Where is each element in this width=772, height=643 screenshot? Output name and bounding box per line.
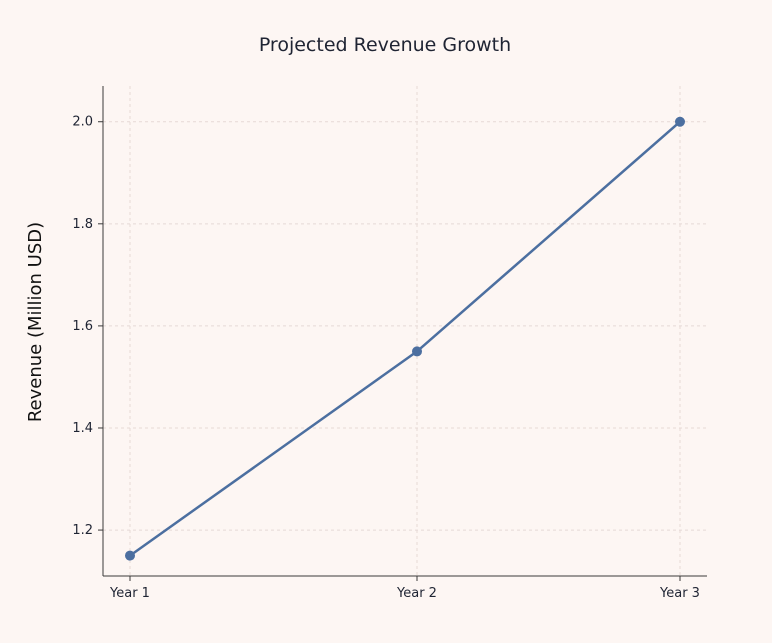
data-point [125, 550, 135, 561]
x-tick-label: Year 2 [396, 586, 437, 601]
x-tick-label: Year 3 [659, 586, 700, 601]
y-tick-label: 1.4 [72, 421, 93, 436]
x-tick-label: Year 1 [109, 586, 150, 601]
y-axis-label: Revenue (Million USD) [25, 222, 46, 422]
grid [103, 86, 707, 576]
axes [102, 86, 707, 577]
data-point [412, 346, 422, 357]
data-point [675, 116, 685, 127]
y-tick-label: 1.2 [72, 523, 93, 538]
y-tick-label: 1.8 [72, 217, 93, 232]
y-tick-label: 1.6 [72, 319, 93, 334]
chart-title: Projected Revenue Growth [259, 34, 511, 56]
series-line [129, 120, 681, 557]
ticks: 1.2 1.4 1.6 1.8 2.0 Year 1 Year 2 Year 3 [72, 115, 700, 601]
y-tick-label: 2.0 [72, 115, 93, 130]
series [125, 116, 685, 561]
